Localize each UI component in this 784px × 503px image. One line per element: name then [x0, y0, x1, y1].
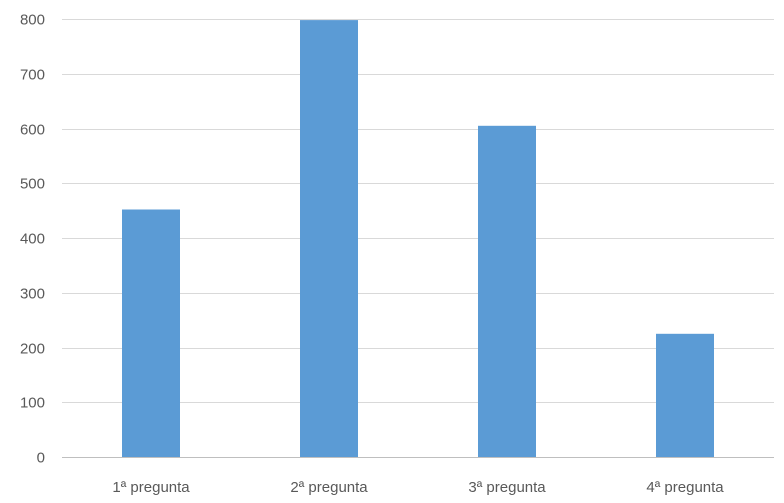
x-tick-label: 3ª pregunta	[468, 479, 546, 496]
x-axis-ticks: 1ª pregunta 2ª pregunta 3ª pregunta 4ª preg…	[112, 479, 724, 496]
y-tick-label: 500	[20, 176, 45, 193]
x-tick-label: 1ª pregunta	[112, 479, 190, 496]
bars	[122, 20, 714, 458]
y-tick-label: 800	[20, 12, 45, 29]
y-axis-ticks: 0 100 200 300 400 500 600 700 800	[20, 12, 45, 467]
y-tick-label: 300	[20, 286, 45, 303]
y-tick-label: 100	[20, 395, 45, 412]
y-tick-label: 400	[20, 231, 45, 248]
y-tick-label: 0	[37, 450, 45, 467]
bar	[656, 333, 714, 457]
bar	[300, 20, 358, 457]
bar	[122, 209, 180, 457]
x-tick-label: 2ª pregunta	[290, 479, 368, 496]
y-tick-label: 700	[20, 67, 45, 84]
bar	[478, 125, 536, 458]
y-tick-label: 200	[20, 341, 45, 358]
y-tick-label: 600	[20, 122, 45, 139]
x-tick-label: 4ª pregunta	[646, 479, 724, 496]
grid-lines	[62, 19, 774, 403]
